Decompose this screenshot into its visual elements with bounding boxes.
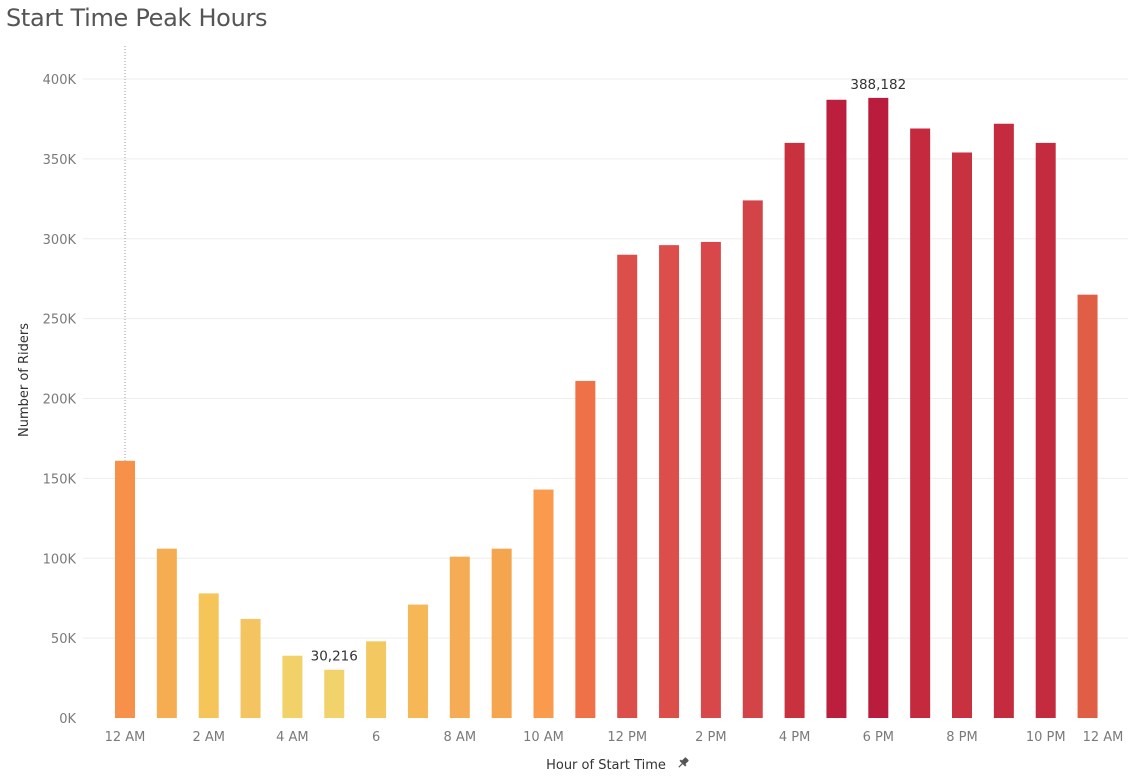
x-tick-label: 4 AM [276, 730, 309, 745]
bar[interactable] [115, 460, 135, 718]
bar[interactable] [491, 548, 512, 718]
bar[interactable] [575, 380, 596, 718]
bar[interactable] [366, 641, 387, 718]
y-tick-label: 150K [43, 472, 77, 487]
bar[interactable] [533, 489, 554, 718]
pin-collar [679, 759, 687, 767]
x-tick-label: 2 PM [695, 730, 726, 745]
x-axis-ticks: 12 AM 2 AM 4 AM 6 8 AM 10 AM 12 PM 2 PM 4 PM 6 PM… [105, 730, 1124, 745]
x-tick-label: 12 AM [1083, 730, 1124, 745]
y-tick-label: 50K [51, 632, 77, 647]
y-tick-label: 300K [43, 233, 77, 248]
x-tick-label: 10 AM [523, 730, 564, 745]
x-tick-label: 2 AM [192, 730, 225, 745]
bar[interactable] [700, 241, 721, 718]
bar[interactable] [1035, 142, 1056, 718]
x-tick-label: 6 PM [863, 730, 894, 745]
bars [115, 97, 1098, 719]
bar[interactable] [617, 254, 638, 718]
bar[interactable] [868, 97, 889, 718]
data-labels: 30,216 388,182 [311, 77, 907, 665]
x-tick-label: 6 [372, 730, 380, 745]
y-tick-label: 350K [43, 153, 77, 168]
pin-needle [678, 763, 683, 768]
bar[interactable] [659, 245, 680, 718]
x-tick-label: 10 PM [1026, 730, 1066, 745]
bar[interactable] [1077, 294, 1098, 718]
y-axis-title: Number of Riders [17, 323, 32, 437]
pin-icon[interactable] [676, 756, 690, 770]
x-tick-label: 12 PM [607, 730, 647, 745]
bar[interactable] [449, 556, 470, 718]
y-tick-label: 400K [43, 73, 77, 88]
bar[interactable] [826, 99, 847, 718]
y-tick-label: 200K [43, 393, 77, 408]
bar[interactable] [240, 618, 261, 718]
chart-title: Start Time Peak Hours [6, 4, 268, 32]
y-tick-label: 250K [43, 313, 77, 328]
bar[interactable] [910, 128, 931, 718]
bar[interactable] [784, 142, 805, 718]
x-tick-label: 8 PM [946, 730, 977, 745]
bar[interactable] [407, 604, 428, 718]
data-label: 388,182 [850, 77, 906, 93]
y-tick-label: 0K [59, 712, 76, 727]
bar[interactable] [324, 669, 345, 718]
x-axis-title[interactable]: Hour of Start Time [546, 758, 666, 773]
y-tick-label: 100K [43, 552, 77, 567]
bar[interactable] [198, 593, 219, 718]
bar[interactable] [952, 152, 972, 719]
bar[interactable] [282, 655, 303, 718]
x-tick-label: 12 AM [105, 730, 146, 745]
x-tick-label: 4 PM [779, 730, 810, 745]
data-label: 30,216 [311, 649, 358, 665]
x-tick-label: 8 AM [444, 730, 477, 745]
y-axis-ticks: 0K 50K 100K 150K 200K 250K 300K 350K 400K [43, 73, 77, 727]
bar[interactable] [993, 123, 1014, 719]
bar[interactable] [156, 548, 177, 718]
bar[interactable] [742, 200, 763, 718]
